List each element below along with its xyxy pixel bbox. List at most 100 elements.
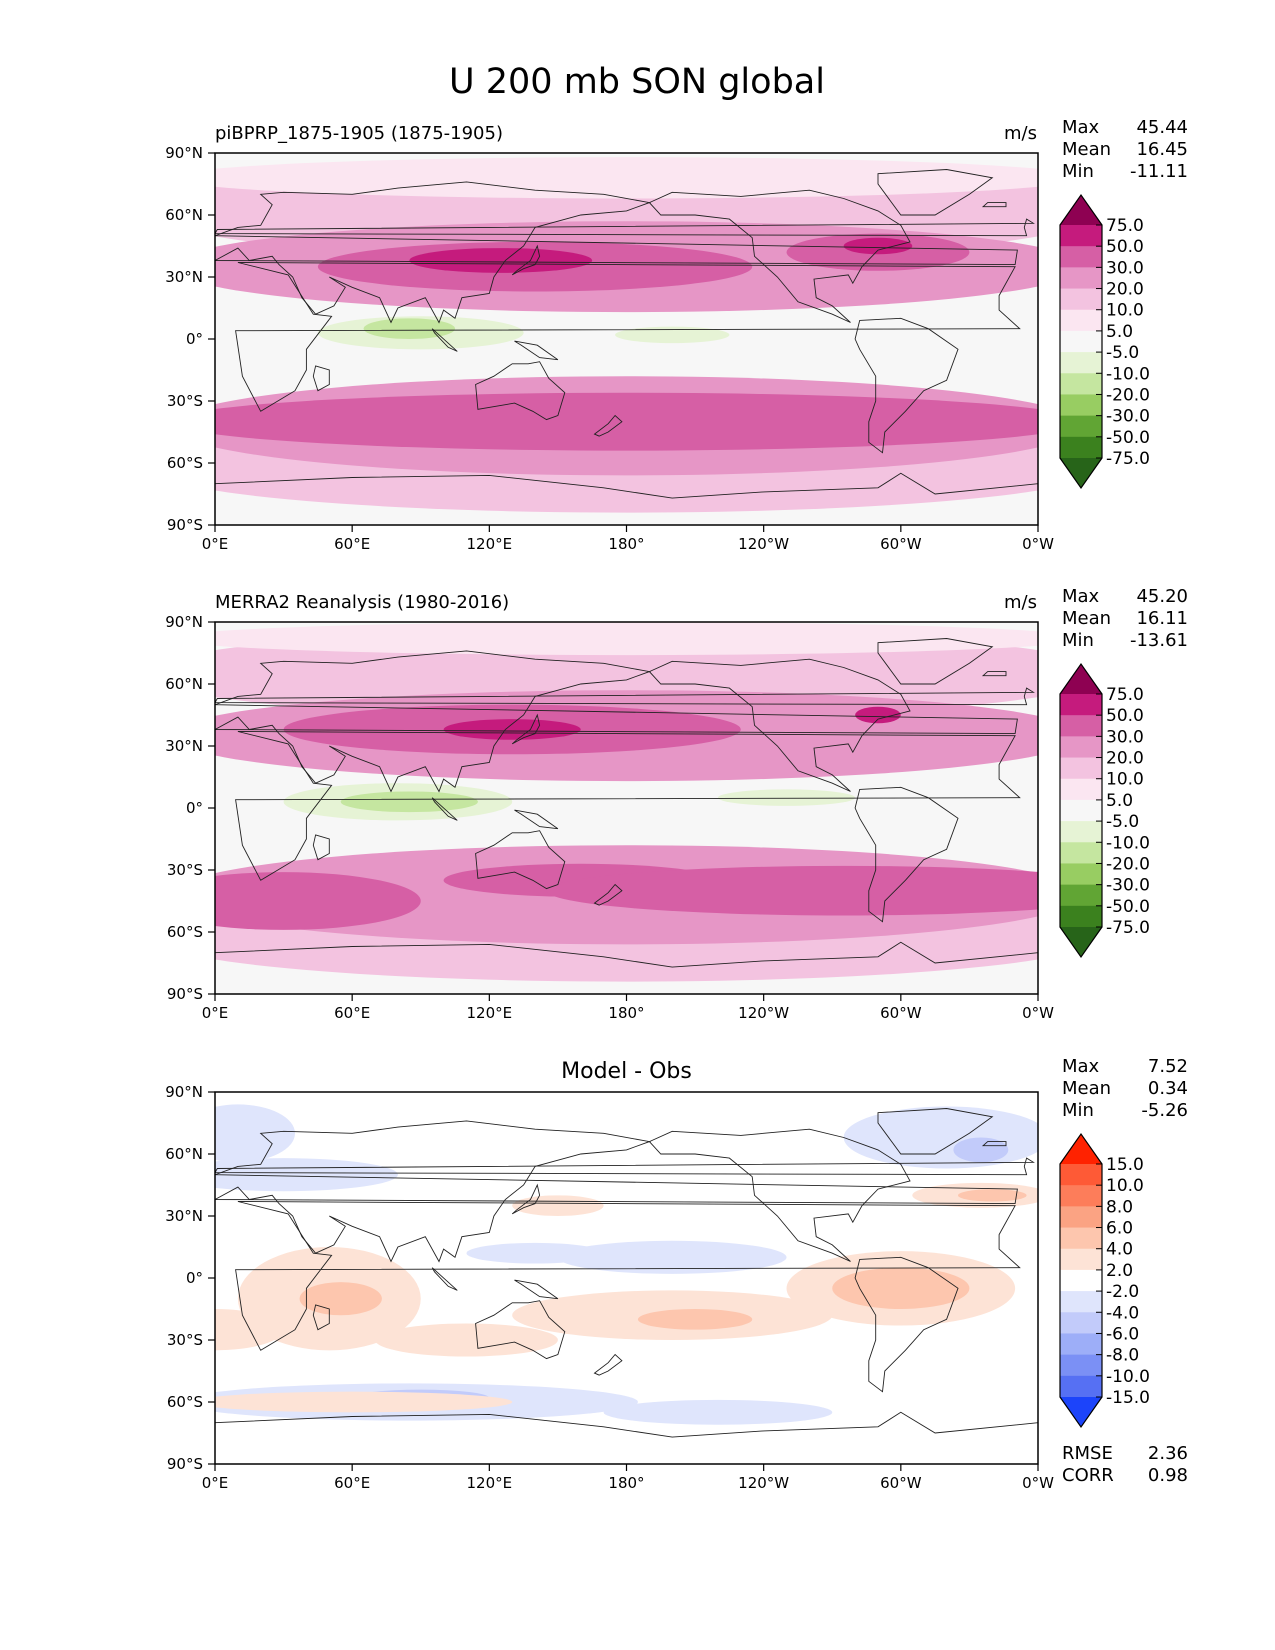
colorbar-level-label: 10.0: [1106, 1176, 1144, 1196]
contour-region: [855, 706, 901, 724]
coastline: [215, 941, 1038, 994]
stat-mean-value: 16.45: [1136, 139, 1188, 160]
contour-region: [557, 1240, 787, 1274]
colorbar-level-label: 30.0: [1106, 258, 1144, 278]
colorbar-level-label: 75.0: [1106, 685, 1144, 705]
contour-field: [215, 622, 1038, 994]
coastline: [854, 786, 959, 923]
lat-tick-label: 90°S: [167, 516, 203, 534]
coastline: [235, 1201, 1021, 1351]
colorbar-segment: [1060, 352, 1102, 374]
colorbar-level-label: 20.0: [1106, 749, 1144, 769]
colorbar: 75.050.030.020.010.05.0-5.0-10.0-20.0-30…: [1059, 193, 1150, 490]
coastline: [215, 472, 1038, 525]
colorbar-level-label: -15.0: [1106, 1388, 1150, 1408]
colorbar-segment: [1060, 778, 1102, 801]
colorbar-extend-min: [1060, 927, 1102, 957]
coastlines: [215, 638, 1038, 994]
colorbar-level-label: 4.0: [1106, 1240, 1133, 1260]
colorbar-level-label: 5.0: [1106, 791, 1133, 811]
contour-region: [512, 1195, 604, 1216]
figure-title: U 200 mb SON global: [449, 62, 825, 102]
contour-region: [603, 1399, 833, 1425]
coastline: [981, 1141, 1007, 1147]
colorbar-segment: [1060, 394, 1102, 417]
lon-tick-label: 0°E: [202, 535, 229, 553]
lon-tick-label: 60°W: [880, 535, 922, 553]
colorbar-level-label: -75.0: [1106, 449, 1150, 469]
coastline: [215, 1411, 1038, 1464]
coastline: [854, 317, 959, 454]
coastline: [877, 1108, 994, 1155]
colorbar-extend-min: [1060, 458, 1102, 488]
rmse-label: RMSE: [1062, 1443, 1113, 1464]
coastline: [593, 1353, 623, 1376]
panel-title: piBPRP_1875-1905 (1875-1905): [215, 123, 503, 144]
colorbar-segment: [1060, 246, 1102, 268]
coastline: [854, 1256, 959, 1393]
corr-label: CORR: [1062, 1465, 1114, 1486]
colorbar-segment: [1060, 821, 1102, 843]
lon-tick-label: 120°W: [738, 1474, 789, 1492]
lat-tick-label: 0°: [186, 799, 203, 817]
lat-tick-label: 0°: [186, 1269, 203, 1287]
coastline: [511, 713, 541, 745]
lon-tick-label: 60°E: [334, 1004, 370, 1022]
coastline: [312, 834, 330, 861]
colorbar-segment: [1060, 436, 1102, 459]
lat-tick-label: 90°N: [165, 1083, 203, 1101]
lat-tick-label: 30°S: [167, 1331, 203, 1349]
contour-region: [215, 1104, 295, 1163]
colorbar-level-label: 75.0: [1106, 216, 1144, 236]
lat-tick-label: 90°S: [167, 985, 203, 1003]
colorbar-extend-max: [1060, 1134, 1102, 1164]
colorbar: 75.050.030.020.010.05.0-5.0-10.0-20.0-30…: [1059, 662, 1150, 959]
lon-tick-label: 0°E: [202, 1004, 229, 1022]
colorbar-segment: [1060, 799, 1102, 822]
colorbar-segment: [1060, 1354, 1102, 1377]
lat-tick-label: 60°N: [165, 206, 203, 224]
coastline: [215, 218, 1035, 237]
stat-max-value: 7.52: [1148, 1056, 1188, 1077]
coastline: [981, 202, 1007, 208]
colorbar-segment: [1060, 373, 1102, 395]
coastline: [215, 650, 1018, 793]
coastline: [215, 1120, 1018, 1263]
stat-mean-value: 0.34: [1148, 1078, 1188, 1099]
colorbar-segment: [1060, 842, 1102, 864]
stat-max-value: 45.20: [1136, 586, 1188, 607]
contour-region: [953, 1137, 1009, 1163]
lon-tick-label: 120°E: [467, 1004, 513, 1022]
coastline: [475, 1300, 566, 1360]
coastline: [312, 1304, 330, 1331]
colorbar-level-label: -8.0: [1106, 1346, 1139, 1366]
colorbar-level-label: -75.0: [1106, 918, 1150, 938]
stat-min-label: Min: [1062, 161, 1094, 182]
lon-tick-label: 120°W: [738, 1004, 789, 1022]
colorbar-level-label: 15.0: [1106, 1155, 1144, 1175]
colorbar-segment: [1060, 884, 1102, 907]
colorbar-segment: [1060, 1333, 1102, 1356]
colorbar-segment: [1060, 1291, 1102, 1313]
contour-region: [215, 872, 421, 930]
lat-tick-label: 60°N: [165, 675, 203, 693]
colorbar-extend-max: [1060, 195, 1102, 225]
coastline: [215, 181, 1018, 324]
coastline: [511, 1183, 541, 1215]
coastline: [593, 883, 623, 906]
colorbar-level-label: -20.0: [1106, 385, 1150, 405]
coastline: [514, 809, 559, 830]
lon-tick-label: 60°E: [334, 535, 370, 553]
colorbar-segment: [1060, 309, 1102, 332]
lat-tick-label: 0°: [186, 330, 203, 348]
colorbar-level-label: 30.0: [1106, 727, 1144, 747]
lat-tick-label: 30°S: [167, 861, 203, 879]
panel-3: 90°N 60°N 30°N 0° 30°S 60°S 90°S0°E 60°E 120°E 18…: [165, 1056, 1188, 1492]
lon-tick-label: 0°W: [1022, 1004, 1054, 1022]
lat-tick-label: 90°S: [167, 1455, 203, 1473]
coastlines: [215, 169, 1038, 525]
lon-tick-label: 60°E: [334, 1474, 370, 1492]
lon-tick-label: 120°E: [467, 535, 513, 553]
coastline: [475, 830, 566, 890]
panel-title: Model - Obs: [561, 1059, 692, 1084]
